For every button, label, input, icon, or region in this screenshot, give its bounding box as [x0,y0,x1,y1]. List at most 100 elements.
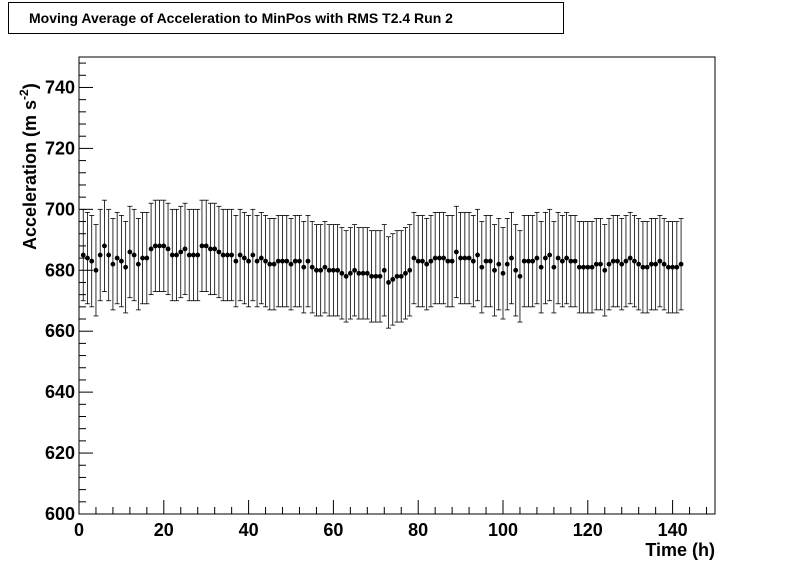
data-point-group [432,211,438,305]
data-point-group [207,202,213,296]
data-point [280,258,285,264]
data-point [606,261,612,267]
data-point-group [292,215,298,308]
data-point-group [241,211,247,305]
data-point-group [593,218,599,311]
data-point [199,243,205,249]
data-point [657,258,663,264]
data-point-group [627,211,633,305]
x-tick-label: 60 [323,520,343,540]
data-point-group [199,199,205,292]
data-point-group [258,211,264,305]
y-axis-title-base: Acceleration (m s [20,100,40,250]
data-point-group [93,224,99,317]
data-point [165,246,171,252]
data-point [339,270,345,276]
data-point [191,252,196,258]
data-point-group [394,230,400,323]
data-point [119,258,124,264]
data-point [326,267,332,273]
chart-title: Moving Average of Acceleration to MinPos… [8,2,564,34]
data-point [483,258,489,264]
data-point [504,261,510,267]
data-point [335,267,341,273]
data-point [263,258,268,264]
x-tick-label: 20 [154,520,174,540]
data-point [225,252,230,258]
data-point [246,258,252,264]
data-point [547,252,553,258]
data-point-group [335,224,341,317]
data-point-group [623,215,629,308]
data-point [203,243,209,249]
data-point-group [390,233,396,326]
data-point-group [186,208,192,302]
data-point [649,261,654,267]
data-point [305,258,311,264]
data-point [534,255,540,261]
data-point [123,264,129,270]
data-point-group [330,224,336,317]
y-axis-title: Acceleration (m s-2) [17,83,40,250]
data-point-group [169,208,175,302]
data-point-group [386,236,392,329]
data-point-group [80,208,86,302]
data-point [229,252,235,258]
data-point-group [216,205,222,299]
data-point-group [352,224,358,317]
data-point-group [631,215,637,308]
data-point-group [449,215,455,308]
data-point-group [229,208,235,302]
data-point-group [653,218,659,311]
data-point [538,264,544,270]
data-point [466,255,472,261]
data-point-group [114,211,120,305]
data-point [254,258,260,264]
data-point [250,252,256,258]
data-point-group [492,224,498,317]
data-point [640,264,646,270]
data-point [432,255,438,261]
data-point-group [246,215,252,308]
data-point [576,264,582,270]
data-point-group [462,211,468,305]
data-point [449,258,455,264]
data-point [509,255,514,261]
data-point [661,261,667,267]
data-point [674,264,680,270]
data-point [437,255,442,261]
data-point-group [411,211,417,305]
data-point [551,264,557,270]
data-point-group [521,215,527,308]
data-point [195,252,201,258]
data-point [347,270,353,276]
data-point-group [525,215,531,308]
data-point-group [309,221,315,314]
y-tick-label: 700 [45,199,75,219]
data-point [610,258,616,264]
data-point [331,267,336,273]
data-point-group [678,218,684,311]
data-point [555,255,561,261]
data-point-group [479,221,485,314]
data-point-group [564,211,570,305]
data-point [381,267,387,273]
data-point-group [190,208,196,302]
data-point [543,255,548,261]
data-point-group [436,211,442,305]
data-point-group [517,230,523,323]
data-point [343,273,349,279]
data-point-group [610,215,616,308]
data-point-group [547,208,553,302]
data-point-group [131,208,137,302]
data-point [174,252,179,258]
data-point-group [322,221,328,314]
data-point [284,258,290,264]
data-point-group [127,205,133,299]
data-point-group [110,218,116,311]
data-point-group [377,230,383,323]
data-point [619,261,625,267]
data-point-group [496,218,502,311]
data-point-group [674,221,680,314]
data-point-group [343,230,349,323]
